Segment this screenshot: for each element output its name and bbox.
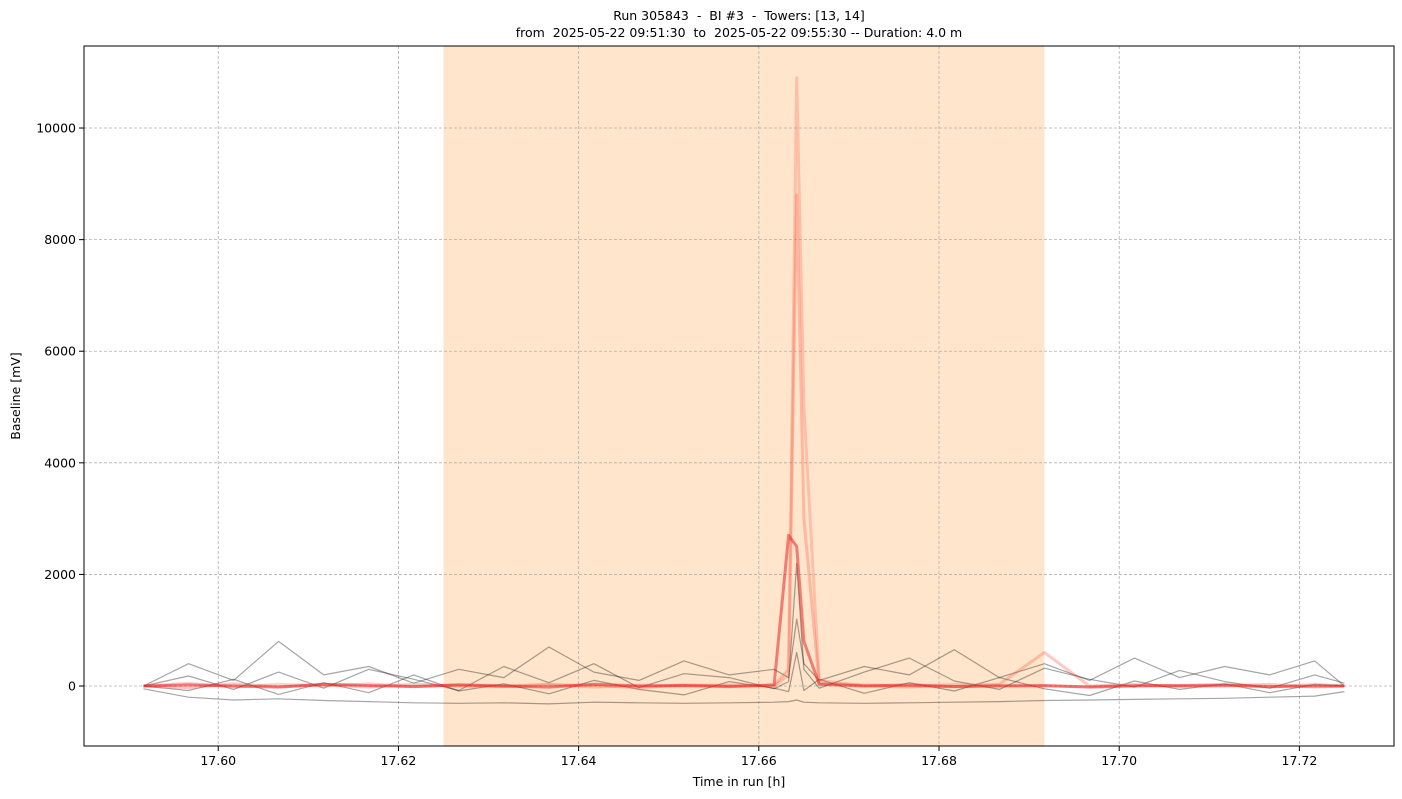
x-tick-label: 17.66 (741, 753, 777, 768)
series-line (143, 533, 1345, 689)
chart-subtitle: from 2025-05-22 09:51:30 to 2025-05-22 0… (516, 25, 962, 40)
x-tick-label: 17.60 (200, 753, 236, 768)
x-tick-label: 17.64 (561, 753, 597, 768)
highlight-span (443, 46, 1045, 746)
x-tick-label: 17.72 (1282, 753, 1318, 768)
series-line (143, 651, 1345, 697)
x-tick-label: 17.68 (921, 753, 957, 768)
chart-title: Run 305843 - BI #3 - Towers: [13, 14] (613, 8, 865, 23)
y-tick-label: 6000 (44, 344, 76, 359)
y-tick-label: 2000 (44, 567, 76, 582)
x-tick-label: 17.70 (1101, 753, 1137, 768)
x-axis-label: Time in run [h] (692, 774, 786, 789)
series-line (143, 688, 1345, 705)
y-tick-label: 10000 (36, 121, 76, 136)
y-tick-label: 4000 (44, 455, 76, 470)
y-tick-label: 8000 (44, 232, 76, 247)
x-tick-label: 17.62 (381, 753, 417, 768)
y-axis-label: Baseline [mV] (8, 352, 23, 439)
y-tick-label: 0 (68, 679, 76, 694)
plot-frame (83, 45, 1395, 747)
series-line (143, 618, 1345, 687)
